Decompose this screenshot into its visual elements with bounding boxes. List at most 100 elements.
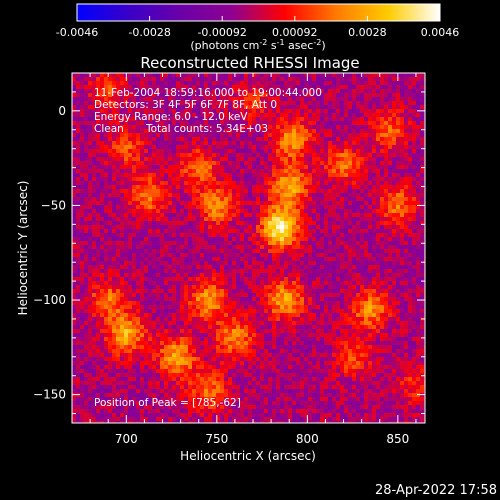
heatmap-cell <box>188 205 193 210</box>
heatmap-cell <box>304 249 309 254</box>
heatmap-cell <box>264 169 269 174</box>
heatmap-cell <box>328 225 333 230</box>
heatmap-cell <box>384 85 389 90</box>
heatmap-cell <box>156 157 161 162</box>
heatmap-cell <box>128 77 133 82</box>
heatmap-cell <box>352 253 357 258</box>
heatmap-cell <box>344 169 349 174</box>
heatmap-cell <box>288 249 293 254</box>
heatmap-cell <box>356 281 361 286</box>
heatmap-cell <box>328 285 333 290</box>
heatmap-cell <box>148 285 153 290</box>
heatmap-cell <box>412 129 417 134</box>
heatmap-cell <box>152 93 157 98</box>
heatmap-cell <box>292 125 297 130</box>
heatmap-cell <box>104 81 109 86</box>
heatmap-cell <box>404 201 409 206</box>
heatmap-cell <box>80 101 85 106</box>
heatmap-cell <box>312 229 317 234</box>
heatmap-cell <box>236 89 241 94</box>
heatmap-cell <box>364 273 369 278</box>
heatmap-cell <box>280 201 285 206</box>
heatmap-cell <box>292 229 297 234</box>
heatmap-cell <box>352 81 357 86</box>
heatmap-cell <box>264 157 269 162</box>
heatmap-cell <box>312 77 317 82</box>
heatmap-cell <box>416 261 421 266</box>
heatmap-cell <box>240 85 245 90</box>
heatmap-cell <box>400 237 405 242</box>
heatmap-cell <box>356 173 361 178</box>
heatmap-cell <box>196 277 201 282</box>
heatmap-cell <box>84 201 89 206</box>
heatmap-cell <box>140 137 145 142</box>
heatmap-cell <box>284 109 289 114</box>
heatmap-cell <box>132 229 137 234</box>
heatmap-cell <box>364 169 369 174</box>
heatmap-cell <box>80 217 85 222</box>
heatmap-cell <box>352 145 357 150</box>
heatmap-cell <box>148 117 153 122</box>
heatmap-cell <box>292 269 297 274</box>
heatmap-cell <box>252 77 257 82</box>
heatmap-cell <box>72 293 77 298</box>
heatmap-cell <box>184 253 189 258</box>
heatmap-cell <box>172 161 177 166</box>
heatmap-cell <box>304 165 309 170</box>
heatmap-cell <box>280 81 285 86</box>
heatmap-cell <box>312 213 317 218</box>
heatmap-cell <box>360 77 365 82</box>
heatmap-cell <box>324 185 329 190</box>
heatmap-cell <box>180 105 185 110</box>
heatmap-cell <box>292 93 297 98</box>
heatmap-cell <box>236 93 241 98</box>
heatmap-cell <box>300 205 305 210</box>
heatmap-cell <box>352 93 357 98</box>
heatmap-cell <box>372 129 377 134</box>
heatmap-cell <box>104 185 109 190</box>
heatmap-cell <box>172 113 177 118</box>
heatmap-cell <box>324 165 329 170</box>
heatmap-cell <box>328 153 333 158</box>
heatmap-cell <box>160 241 165 246</box>
heatmap-cell <box>164 153 169 158</box>
heatmap-cell <box>348 201 353 206</box>
heatmap-cell <box>308 217 313 222</box>
heatmap-cell <box>248 173 253 178</box>
heatmap-cell <box>400 105 405 110</box>
heatmap-cell <box>416 185 421 190</box>
heatmap-cell <box>108 193 113 198</box>
heatmap-cell <box>316 97 321 102</box>
heatmap-cell <box>172 89 177 94</box>
heatmap-cell <box>392 137 397 142</box>
heatmap-cell <box>216 73 221 78</box>
heatmap-cell <box>200 109 205 114</box>
heatmap-cell <box>364 173 369 178</box>
heatmap-cell <box>164 209 169 214</box>
heatmap-cell <box>216 289 221 294</box>
heatmap-cell <box>76 237 81 242</box>
heatmap-cell <box>396 225 401 230</box>
heatmap-cell <box>96 189 101 194</box>
heatmap-cell <box>188 105 193 110</box>
heatmap-cell <box>420 273 425 278</box>
heatmap-cell <box>280 137 285 142</box>
heatmap-cell <box>344 129 349 134</box>
heatmap-cell <box>352 89 357 94</box>
heatmap-cell <box>416 265 421 270</box>
heatmap-cell <box>116 137 121 142</box>
heatmap-cell <box>152 105 157 110</box>
heatmap-cell <box>324 245 329 250</box>
heatmap-cell <box>364 149 369 154</box>
heatmap-cell <box>180 257 185 262</box>
heatmap-cell <box>208 93 213 98</box>
heatmap-cell <box>220 221 225 226</box>
heatmap-cell <box>376 113 381 118</box>
heatmap-cell <box>416 257 421 262</box>
heatmap-cell <box>120 261 125 266</box>
heatmap-cell <box>216 157 221 162</box>
heatmap-cell <box>100 169 105 174</box>
heatmap-cell <box>332 173 337 178</box>
heatmap-cell <box>168 261 173 266</box>
heatmap-cell <box>288 217 293 222</box>
